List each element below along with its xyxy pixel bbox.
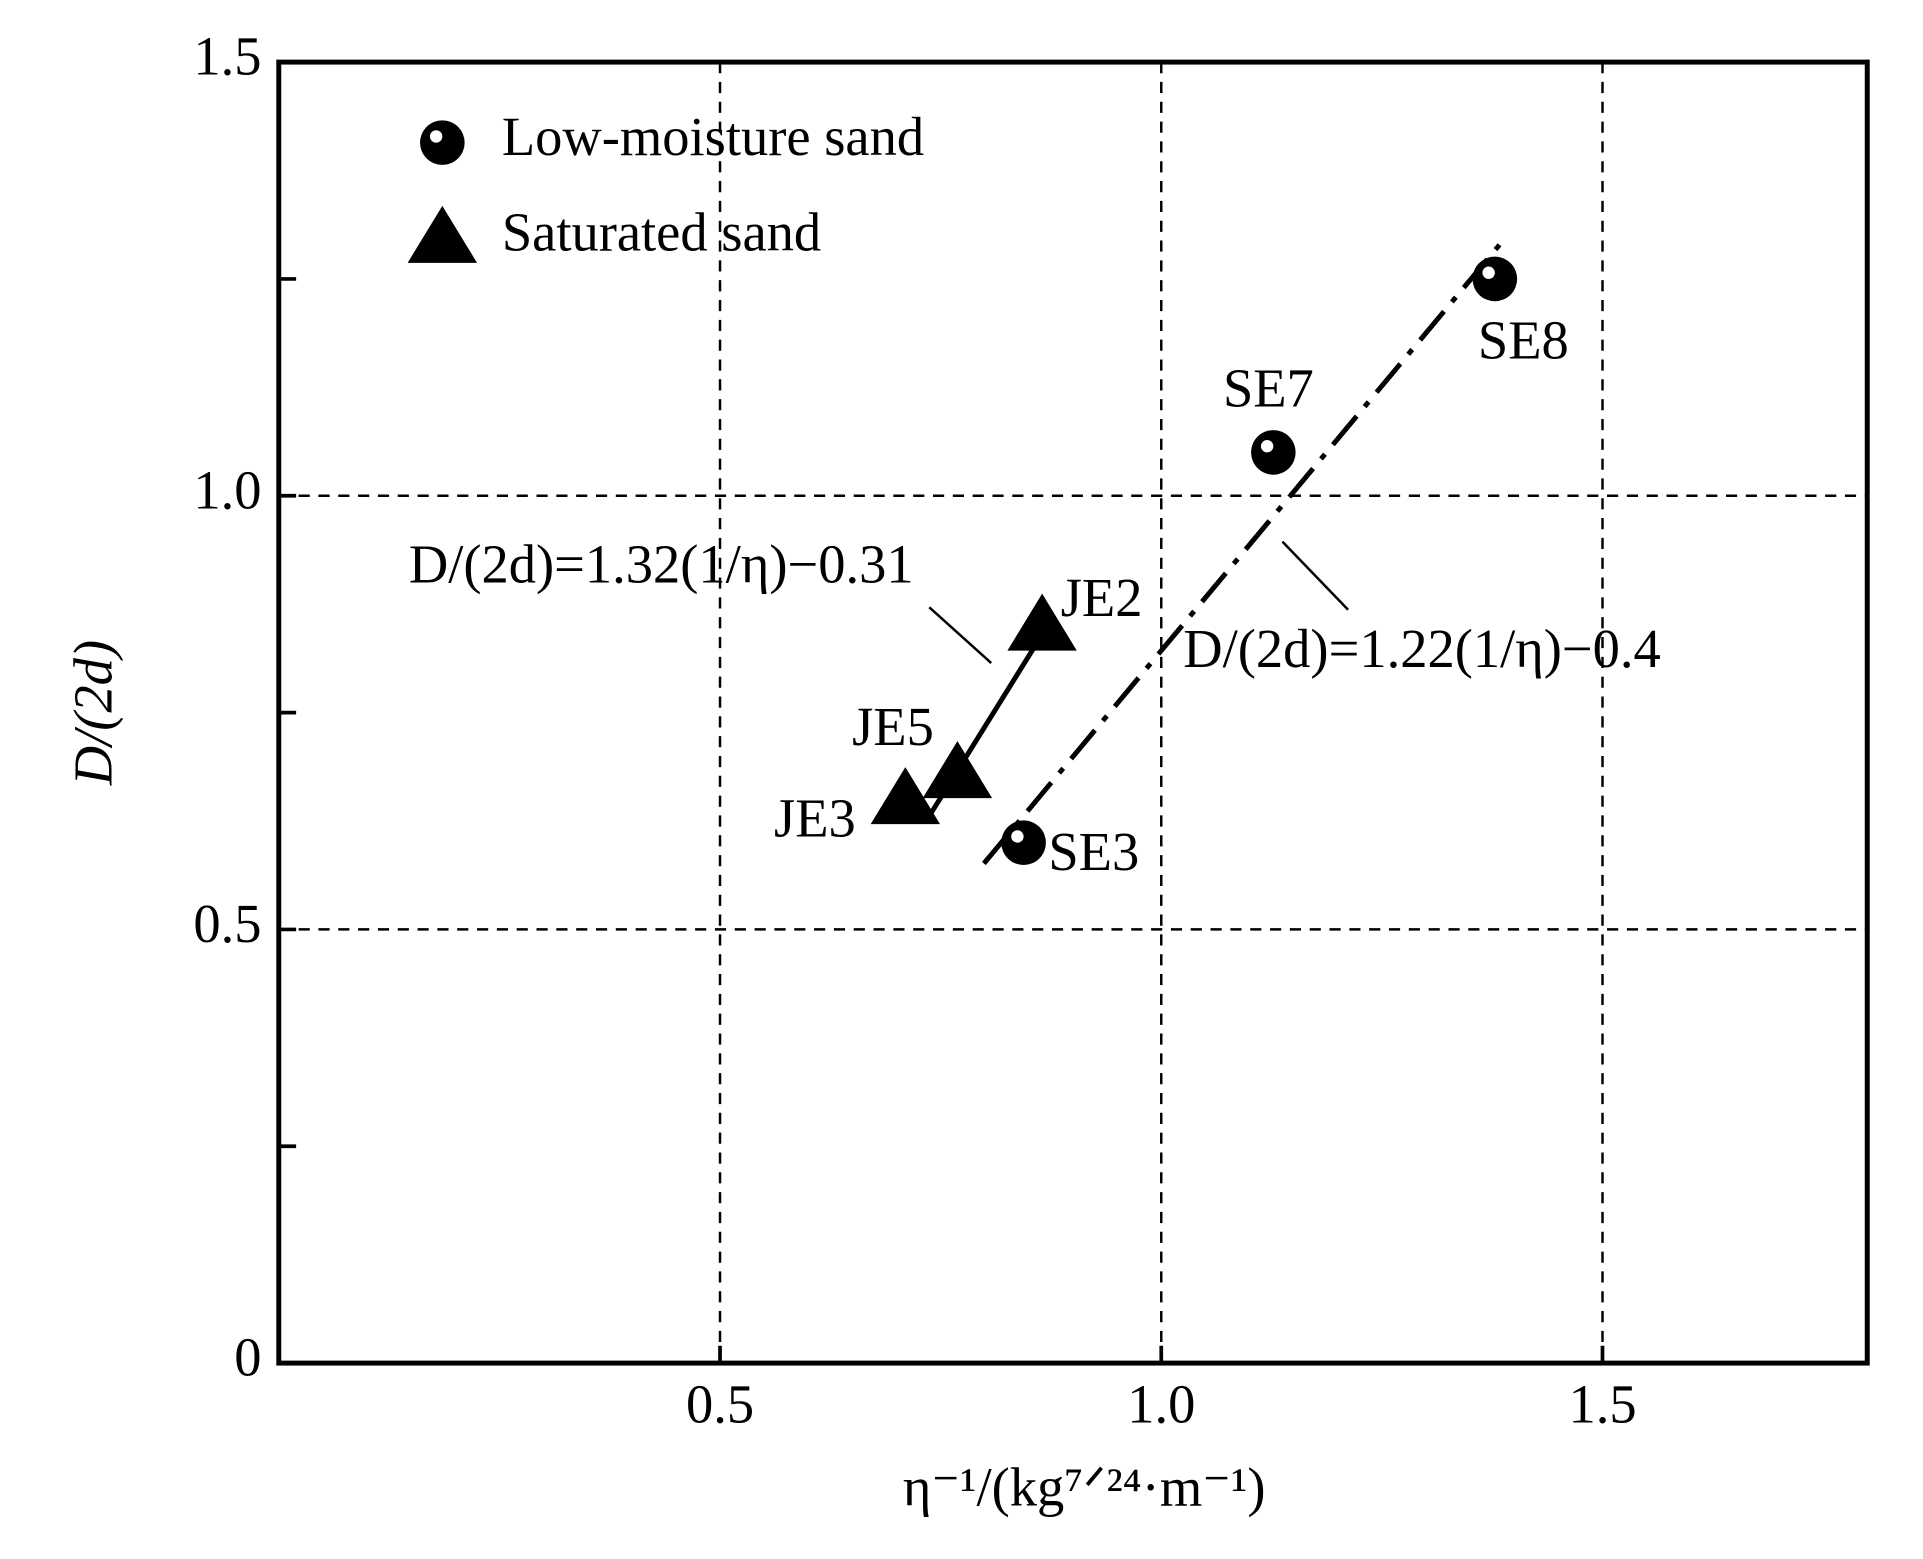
point-label: SE8	[1478, 309, 1569, 370]
annotation-pointer	[1281, 540, 1349, 611]
x-tick-label: 0.5	[686, 1374, 754, 1435]
point-label: JE5	[852, 696, 934, 757]
point	[1001, 820, 1046, 865]
point-label: JE3	[774, 788, 856, 849]
point-body	[1001, 820, 1046, 865]
y-tick-label: 1.5	[193, 26, 261, 87]
point-label: SE3	[1048, 821, 1139, 882]
legend-label: Low-moisture sand	[502, 106, 924, 167]
y-tick-label: 0	[234, 1327, 261, 1388]
legend-label: Saturated sand	[502, 202, 821, 263]
y-tick-label: 1.0	[193, 459, 261, 520]
point	[1007, 593, 1077, 651]
y-axis-label: D/(2d)	[63, 640, 124, 786]
x-tick-label: 1.5	[1568, 1374, 1636, 1435]
point-highlight	[429, 130, 443, 143]
point	[1251, 430, 1296, 475]
point-label: JE2	[1061, 567, 1143, 628]
fit-line	[981, 233, 1510, 866]
point-body	[1472, 256, 1518, 302]
point	[420, 120, 465, 165]
point-body	[420, 120, 465, 165]
point-highlight	[1011, 830, 1024, 843]
x-axis-label: η⁻¹/(kg⁷ᐟ²⁴·m⁻¹)	[903, 1457, 1266, 1518]
y-tick-label: 0.5	[193, 893, 261, 954]
point	[922, 741, 993, 799]
fit-equation: D/(2d)=1.32(1/η)−0.31	[409, 534, 914, 595]
point	[1472, 256, 1518, 302]
point-label: SE7	[1223, 358, 1314, 419]
point-highlight	[1482, 266, 1495, 279]
point-body	[1251, 430, 1296, 475]
plot-frame	[276, 59, 1870, 1366]
point	[870, 767, 941, 825]
annotation-pointer	[928, 606, 993, 664]
point-highlight	[1260, 440, 1274, 453]
x-tick-label: 1.0	[1127, 1374, 1195, 1435]
point	[407, 205, 478, 263]
fit-equation: D/(2d)=1.22(1/η)−0.4	[1183, 618, 1660, 679]
